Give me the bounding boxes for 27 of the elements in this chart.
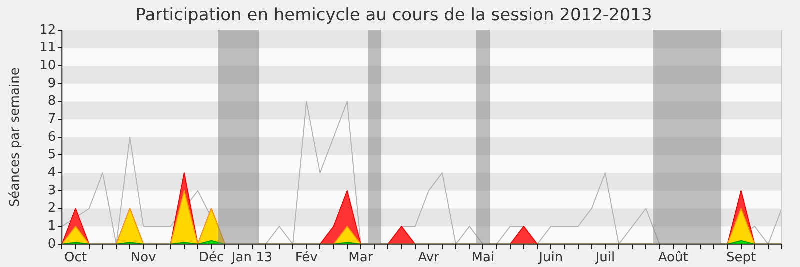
y-tick-label: 9 xyxy=(48,76,56,92)
y-tick-label: 1 xyxy=(48,218,56,234)
x-tick-label: Jan 13 xyxy=(230,250,273,266)
y-tick-label: 10 xyxy=(40,58,56,74)
y-tick-label: 2 xyxy=(48,201,56,216)
x-tick-label: Déc xyxy=(198,250,224,266)
y-axis-title: Séances par semaine xyxy=(8,68,24,208)
y-tick-label: 3 xyxy=(48,183,56,198)
x-tick-label: Oct xyxy=(64,250,87,266)
y-tick-label: 6 xyxy=(48,130,56,145)
x-tick-label: Août xyxy=(658,250,688,266)
y-tick-label: 0 xyxy=(48,236,56,252)
x-tick-label: Juil xyxy=(594,250,616,266)
x-tick-label: Avr xyxy=(418,250,440,266)
y-tick-label: 7 xyxy=(48,112,56,127)
x-tick-label: Nov xyxy=(130,250,157,266)
y-tick-label: 8 xyxy=(48,94,56,110)
y-tick-label: 5 xyxy=(48,148,56,163)
y-tick-label: 4 xyxy=(48,165,56,180)
x-tick-label: Juin xyxy=(538,250,564,266)
x-tick-label: Mai xyxy=(472,250,495,266)
y-tick-label: 12 xyxy=(40,22,56,38)
x-tick-label: Mar xyxy=(348,250,374,266)
x-tick-label: Sept xyxy=(726,250,756,266)
chart-title: Participation en hemicycle au cours de la session 2012-2013 xyxy=(136,6,652,26)
y-tick-label: 11 xyxy=(40,40,56,56)
x-tick-label: Fév xyxy=(295,250,318,266)
